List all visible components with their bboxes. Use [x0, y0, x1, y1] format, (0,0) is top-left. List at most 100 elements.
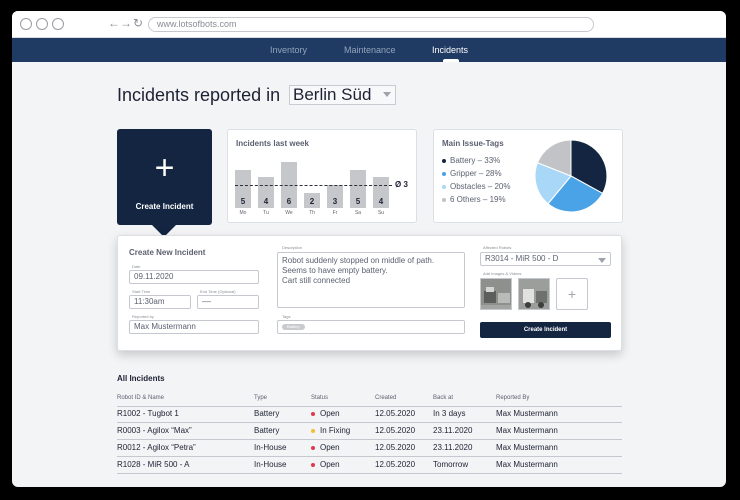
column-header[interactable]: Status [311, 395, 329, 401]
bar-day-label: Mo [239, 210, 247, 216]
pie-slice-obstacles [534, 162, 572, 205]
bar-day-label: Sa [354, 210, 362, 216]
pie-slice-6-others [536, 139, 572, 177]
robot-photo-thumbnail[interactable] [518, 278, 550, 310]
nav-tab-incidents[interactable]: Incidents [432, 45, 469, 55]
header-divider [117, 406, 622, 407]
active-tab-indicator [443, 59, 459, 62]
reporter-cell: Max Mustermann [496, 426, 558, 435]
tag-chip-battery[interactable]: Battery [282, 324, 305, 330]
end-time-label: End Time (Optional) [200, 289, 236, 294]
address-bar[interactable]: www.lotsofbots.com [148, 17, 594, 32]
bar-su [373, 177, 389, 208]
plus-icon: + [154, 149, 175, 187]
add-image-button[interactable]: + [556, 278, 588, 310]
legend-dot [442, 171, 446, 176]
robot-cell: R1002 - Tugbot 1 [117, 409, 179, 418]
description-field[interactable]: Robot suddenly stopped on middle of path… [277, 252, 465, 308]
status-label: In Fixing [320, 426, 351, 435]
start-time-field[interactable]: 11:30am [129, 295, 191, 309]
status-dot [311, 411, 315, 416]
created-cell: 12.05.2020 [375, 460, 416, 469]
average-label: Ø 3 [395, 180, 408, 189]
affected-robots-label: Affected Robots [483, 245, 512, 250]
reload-icon[interactable]: ↻ [133, 16, 144, 30]
legend-item: Obstacles – 20% [442, 182, 510, 191]
incidents-chart-title: Incidents last week [236, 139, 309, 148]
status-cell: Open [311, 409, 340, 418]
legend-item: 6 Others – 19% [442, 195, 506, 204]
created-cell: 12.05.2020 [375, 426, 416, 435]
top-navigation: Inventory Maintenance Incidents [12, 38, 726, 62]
bar-sa [350, 169, 366, 208]
add-media-label: Add Images & Videos [483, 271, 522, 276]
tags-label: Tags [282, 314, 291, 319]
reporter-cell: Max Mustermann [496, 443, 558, 452]
nav-tab-maintenance[interactable]: Maintenance [344, 45, 396, 55]
bar-value-label: 5 [240, 197, 246, 206]
status-cell: In Fixing [311, 426, 350, 435]
status-label: Open [320, 460, 340, 469]
issue-tags-pie-chart [534, 139, 608, 213]
bar-value-label: 5 [355, 197, 361, 206]
bar-day-label: Tu [263, 210, 269, 216]
date-field[interactable]: 09.11.2020 [129, 270, 259, 284]
status-dot [311, 428, 315, 433]
browser-window: ← → ↻ www.lotsofbots.com Inventory Maint… [12, 11, 726, 487]
start-time-label: Start Time [132, 289, 151, 294]
reported-by-label: Reported by [132, 314, 154, 319]
issue-tags-title: Main Issue-Tags [442, 139, 504, 148]
back-at-cell: In 3 days [433, 409, 466, 418]
affected-robots-value: R3014 - MiR 500 - D [485, 254, 559, 263]
column-header[interactable]: Robot ID & Name [117, 395, 165, 401]
date-label: Date [132, 264, 141, 269]
row-divider [117, 422, 622, 423]
bar-tu [258, 177, 274, 208]
window-minimize-button[interactable] [36, 18, 48, 30]
window-maximize-button[interactable] [52, 18, 64, 30]
robot-cell: R0012 - Agilox “Petra” [117, 443, 196, 452]
bar-fr [327, 185, 343, 208]
robot-cell: R1028 - MiR 500 - A [117, 460, 190, 469]
type-cell: In-House [254, 460, 287, 469]
end-time-field[interactable]: –– [197, 295, 259, 309]
arrow-right-icon[interactable]: → [120, 16, 132, 30]
tags-field[interactable]: Battery [277, 320, 465, 334]
type-cell: Battery [254, 409, 280, 418]
created-cell: 12.05.2020 [375, 409, 416, 418]
legend-label: 6 Others – 19% [450, 195, 506, 204]
column-header[interactable]: Reported By [496, 395, 530, 401]
browser-toolbar: ← → ↻ www.lotsofbots.com [12, 11, 726, 38]
status-label: Open [320, 409, 340, 418]
type-cell: In-House [254, 443, 287, 452]
bar-value-label: 4 [378, 197, 384, 206]
chevron-down-icon [383, 92, 391, 97]
location-select[interactable]: Berlin Süd [289, 85, 396, 105]
legend-label: Gripper – 28% [450, 169, 502, 178]
row-divider [117, 473, 622, 474]
back-at-cell: 23.11.2020 [433, 426, 473, 435]
column-header[interactable]: Created [375, 395, 397, 401]
create-incident-submit-button[interactable]: Create Incident [480, 322, 611, 338]
window-close-button[interactable] [20, 18, 32, 30]
legend-dot [442, 158, 446, 163]
bar-value-label: 3 [332, 197, 338, 206]
create-incident-card[interactable]: + Create Incident [117, 129, 212, 225]
bar-value-label: 4 [263, 197, 269, 206]
bar-day-label: Fr [332, 210, 338, 216]
arrow-left-icon[interactable]: ← [108, 16, 120, 30]
affected-robots-select[interactable]: R3014 - MiR 500 - D [480, 252, 611, 266]
nav-tab-inventory[interactable]: Inventory [270, 45, 308, 55]
page-title: Incidents reported in [117, 85, 281, 105]
column-header[interactable]: Back at [433, 395, 454, 401]
robot-photo-thumbnail[interactable] [480, 278, 512, 310]
legend-dot [442, 184, 446, 189]
reported-by-field[interactable]: Max Mustermann [129, 320, 259, 334]
column-header[interactable]: Type [254, 395, 268, 401]
back-at-cell: 23.11.2020 [433, 443, 473, 452]
new-incident-form: Create New Incident Date 09.11.2020 Star… [117, 235, 622, 351]
status-dot [311, 462, 315, 467]
legend-dot [442, 197, 446, 202]
average-line [235, 185, 392, 186]
pie-slice-gripper [547, 175, 604, 213]
